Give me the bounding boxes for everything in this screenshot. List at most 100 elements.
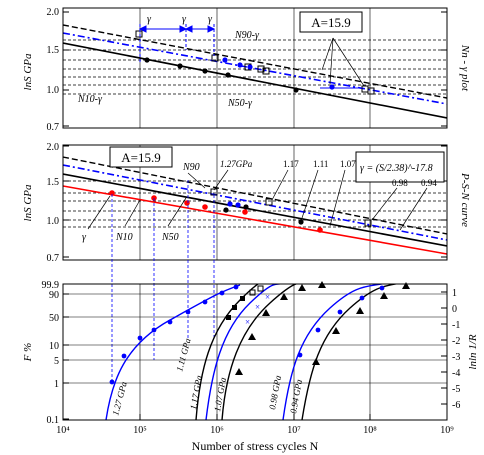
annotation: γ xyxy=(182,14,187,25)
y-tick-label: 10 xyxy=(49,341,59,352)
bottom-panel: × × × 99.9 90 50 xyxy=(22,280,479,426)
top-annotation-box xyxy=(299,11,363,33)
curve-1-17 xyxy=(195,284,260,420)
mid-frame xyxy=(62,144,448,261)
right-tick-label: -4 xyxy=(452,368,460,379)
mid-y-axis-label: lnS GPa xyxy=(22,184,34,221)
x-tick-label: 10⁷ xyxy=(287,425,301,436)
marker xyxy=(257,285,264,292)
marker xyxy=(262,67,270,75)
marker xyxy=(109,379,115,385)
bot-right-tick-labels: 1 0 -1 -2 -3 -4 -5 -6 xyxy=(452,288,460,411)
x-tick-label: 10⁴ xyxy=(56,425,70,436)
annotation: N10 xyxy=(115,232,133,243)
marker xyxy=(202,299,208,305)
top-vgrid xyxy=(139,8,371,128)
marker xyxy=(121,353,127,359)
annotation: 0.98 xyxy=(392,178,408,188)
marker xyxy=(137,335,143,341)
annotation: N90-γ xyxy=(234,30,260,41)
connector-lines xyxy=(111,180,215,382)
top-markers xyxy=(135,30,375,95)
bot-right-axis-label: lnln 1/R xyxy=(467,334,479,369)
curve-label: 1.17 GPa xyxy=(188,374,204,410)
top-y-axis-label: lnS GPa xyxy=(22,53,34,90)
y-tick-label: 1.5 xyxy=(47,45,60,56)
top-gamma-arrows xyxy=(138,24,362,89)
marker xyxy=(367,87,375,95)
marker xyxy=(232,305,237,310)
marker xyxy=(312,358,320,365)
marker xyxy=(359,295,365,301)
right-tick-label: 1 xyxy=(452,288,457,299)
y-tick-label: 90 xyxy=(49,290,59,301)
right-tick-label: -5 xyxy=(452,384,460,395)
marker xyxy=(177,63,183,69)
y-tick-label: 2.0 xyxy=(47,7,60,18)
annotation: γ xyxy=(82,232,87,243)
x-axis-label: Number of stress cycles N xyxy=(192,439,319,453)
curve-labels: 1.27 GPa 1.11 GPa 1.17 GPa 1.07 GPa 0.98… xyxy=(110,337,304,417)
marker xyxy=(249,289,256,296)
x-tick-labels: 10⁴ 10⁵ 10⁶ 10⁷ 10⁸ 10⁹ xyxy=(56,425,454,436)
marker xyxy=(135,30,143,38)
marker xyxy=(329,84,335,90)
marker xyxy=(297,352,303,358)
mid-y-tick-labels: 2.0 1.5 1.0 0.7 xyxy=(47,142,60,264)
y-tick-label: 1 xyxy=(54,379,59,390)
marker xyxy=(247,64,253,70)
marker xyxy=(332,327,340,334)
mid-annotation-box-text: A=15.9 xyxy=(121,150,160,165)
marker xyxy=(337,309,343,315)
marker xyxy=(202,204,208,210)
top-n50-line xyxy=(63,32,447,105)
marker xyxy=(240,296,245,301)
x-tick-label: 10⁶ xyxy=(210,425,224,436)
bot-y-axis-label: F % xyxy=(22,343,34,363)
marker xyxy=(211,54,219,62)
marker xyxy=(233,284,239,290)
marker xyxy=(223,207,229,213)
marker xyxy=(222,57,228,63)
bot-y-tick-labels: 99.9 90 50 10 5 1 0.1 xyxy=(42,280,60,426)
marker: × xyxy=(255,302,260,312)
mid-side-title: P-S-N curve xyxy=(459,172,471,227)
marker xyxy=(265,198,273,206)
marker xyxy=(243,204,249,210)
curve-label: 1.11 GPa xyxy=(174,337,193,373)
curve-label: 0.94 GPa xyxy=(288,378,304,414)
curve-0-98 xyxy=(282,284,385,420)
marker xyxy=(242,209,248,215)
right-tick-label: -1 xyxy=(452,320,460,331)
curve-0-94 xyxy=(301,284,399,420)
mid-ytick-marks xyxy=(63,145,447,258)
annotation: N10-γ xyxy=(77,94,103,105)
y-tick-label: 2.0 xyxy=(47,142,60,153)
top-ytick-marks xyxy=(63,11,447,127)
right-tick-label: 0 xyxy=(452,304,457,315)
annotation: N50 xyxy=(161,232,179,243)
y-tick-label: 1.0 xyxy=(47,85,60,96)
marker xyxy=(185,309,191,315)
marker xyxy=(364,219,372,227)
top-side-title: Nn - γ plot xyxy=(459,44,471,92)
marker xyxy=(109,190,115,196)
mid-n10-line xyxy=(63,173,447,247)
marker xyxy=(280,293,288,300)
x-tick-label: 10⁹ xyxy=(440,425,454,436)
formula: γ = (S/2.38)^-17.8 xyxy=(360,163,433,174)
mid-pointer-lines xyxy=(87,169,428,231)
formula-box xyxy=(355,151,445,183)
x-tick-marks xyxy=(62,414,448,420)
annotation: γ xyxy=(147,14,152,25)
marker xyxy=(235,202,241,208)
top-pointer-lines xyxy=(321,37,365,87)
mid-annotation-box xyxy=(109,146,173,168)
marker xyxy=(298,284,306,291)
top-gridlines xyxy=(63,39,447,95)
marker xyxy=(202,68,208,74)
mid-n90-line xyxy=(63,156,447,235)
curve-label: 0.98 GPa xyxy=(267,374,283,410)
top-panel: 2.0 1.5 1.0 0.7 lnS GPa Nn - γ plot A=15… xyxy=(22,7,471,133)
top-n10-line xyxy=(63,42,447,119)
